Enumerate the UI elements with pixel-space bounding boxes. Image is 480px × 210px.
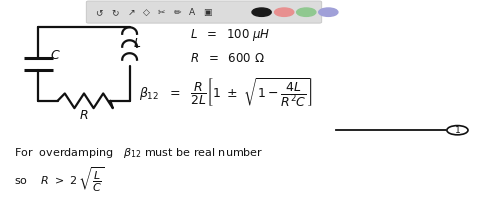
Circle shape: [297, 8, 316, 16]
Text: ↗: ↗: [127, 8, 135, 17]
Text: $\beta_{12}\ \ =\ \ \dfrac{R}{2L}\left[1\ \pm\ \sqrt{1 - \dfrac{4L}{R^2C}}\right: $\beta_{12}\ \ =\ \ \dfrac{R}{2L}\left[1…: [139, 77, 313, 110]
Text: ↻: ↻: [111, 8, 119, 17]
Text: so$\quad$ $R\ >\ 2\,\sqrt{\dfrac{L}{C}}$: so$\quad$ $R\ >\ 2\,\sqrt{\dfrac{L}{C}}$: [14, 165, 105, 194]
Text: ▣: ▣: [203, 8, 212, 17]
Text: ↺: ↺: [95, 8, 102, 17]
Circle shape: [252, 8, 271, 16]
Text: 1: 1: [455, 126, 460, 135]
Text: $L\ \ =\ \ 100\ \mu H$: $L\ \ =\ \ 100\ \mu H$: [190, 27, 270, 43]
FancyBboxPatch shape: [86, 1, 322, 23]
Circle shape: [275, 8, 294, 16]
Text: ◇: ◇: [143, 8, 150, 17]
Text: $R\ \ =\ \ 600\ \Omega$: $R\ \ =\ \ 600\ \Omega$: [190, 52, 264, 65]
Text: L: L: [133, 37, 141, 50]
Text: For  overdamping   $\beta_{12}$ must be real number: For overdamping $\beta_{12}$ must be rea…: [14, 146, 264, 160]
Text: R: R: [80, 109, 88, 122]
Circle shape: [319, 8, 338, 16]
Text: A: A: [189, 8, 195, 17]
Text: ✏: ✏: [173, 8, 181, 17]
Text: C: C: [50, 49, 59, 62]
Circle shape: [447, 126, 468, 135]
Text: ✂: ✂: [158, 8, 166, 17]
